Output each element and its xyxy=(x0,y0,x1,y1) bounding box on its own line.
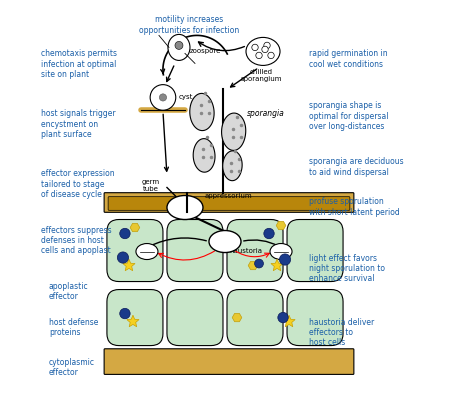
Polygon shape xyxy=(223,151,242,181)
Circle shape xyxy=(175,42,183,50)
Text: chemotaxis permits
infection at optimal
site on plant: chemotaxis permits infection at optimal … xyxy=(41,50,117,79)
Ellipse shape xyxy=(136,243,158,260)
Circle shape xyxy=(150,85,176,110)
Circle shape xyxy=(256,52,262,58)
Polygon shape xyxy=(193,139,215,172)
Polygon shape xyxy=(283,315,295,327)
Text: sporangia are deciduous
to aid wind dispersal: sporangia are deciduous to aid wind disp… xyxy=(309,158,404,177)
Circle shape xyxy=(268,52,274,58)
FancyBboxPatch shape xyxy=(287,220,343,282)
Text: cytoplasmic
effector: cytoplasmic effector xyxy=(49,357,95,377)
Polygon shape xyxy=(221,113,246,150)
Polygon shape xyxy=(123,259,135,271)
Circle shape xyxy=(255,259,264,268)
Text: rapid germination in
cool wet conditions: rapid germination in cool wet conditions xyxy=(309,50,388,69)
FancyBboxPatch shape xyxy=(227,220,283,282)
Ellipse shape xyxy=(270,243,292,260)
Polygon shape xyxy=(248,262,258,270)
FancyBboxPatch shape xyxy=(107,220,163,282)
Text: host defense
proteins: host defense proteins xyxy=(49,318,98,337)
Circle shape xyxy=(264,229,274,239)
FancyBboxPatch shape xyxy=(107,289,163,346)
Circle shape xyxy=(262,46,268,53)
Circle shape xyxy=(120,308,130,319)
Text: appressorium: appressorium xyxy=(205,193,253,199)
Circle shape xyxy=(120,229,130,239)
Polygon shape xyxy=(232,314,242,322)
Text: cyst: cyst xyxy=(178,94,192,100)
Polygon shape xyxy=(127,315,139,327)
FancyBboxPatch shape xyxy=(227,289,283,346)
Text: sporangia: sporangia xyxy=(247,109,285,118)
FancyBboxPatch shape xyxy=(104,193,354,212)
Circle shape xyxy=(159,94,166,101)
Text: haustoria deliver
effectors to
host cells: haustoria deliver effectors to host cell… xyxy=(309,318,374,347)
Text: profuse sporulation
with short latent period: profuse sporulation with short latent pe… xyxy=(309,197,400,217)
Polygon shape xyxy=(276,221,286,230)
Circle shape xyxy=(264,42,270,49)
Circle shape xyxy=(278,312,288,323)
Text: effectors suppress
defenses in host
cells and apoplast: effectors suppress defenses in host cell… xyxy=(41,226,111,256)
Polygon shape xyxy=(130,223,140,232)
Text: sporangia shape is
optimal for dispersal
over long-distances: sporangia shape is optimal for dispersal… xyxy=(309,102,389,131)
Ellipse shape xyxy=(246,37,280,65)
Text: haustoria: haustoria xyxy=(229,247,262,253)
Polygon shape xyxy=(190,93,214,131)
Polygon shape xyxy=(271,259,283,271)
Text: host signals trigger
encystment on
plant surface: host signals trigger encystment on plant… xyxy=(41,110,116,139)
Ellipse shape xyxy=(168,34,190,60)
FancyBboxPatch shape xyxy=(167,289,223,346)
FancyBboxPatch shape xyxy=(287,289,343,346)
Text: germ
tube: germ tube xyxy=(142,179,160,193)
Circle shape xyxy=(118,252,128,263)
Ellipse shape xyxy=(209,231,241,253)
Text: chilled
sporangium: chilled sporangium xyxy=(240,69,282,83)
Circle shape xyxy=(280,254,291,265)
Circle shape xyxy=(252,44,258,51)
Text: effector expression
tailored to stage
of disease cycle: effector expression tailored to stage of… xyxy=(41,170,115,199)
FancyBboxPatch shape xyxy=(108,197,350,210)
Text: apoplastic
effector: apoplastic effector xyxy=(49,282,89,301)
Text: light effect favors
night sporulation to
enhance survival: light effect favors night sporulation to… xyxy=(309,253,385,283)
FancyBboxPatch shape xyxy=(167,220,223,282)
Text: motility increases
opportunities for infection: motility increases opportunities for inf… xyxy=(139,15,239,35)
Text: zoospore: zoospore xyxy=(190,48,221,54)
Ellipse shape xyxy=(167,195,203,220)
FancyBboxPatch shape xyxy=(104,349,354,374)
